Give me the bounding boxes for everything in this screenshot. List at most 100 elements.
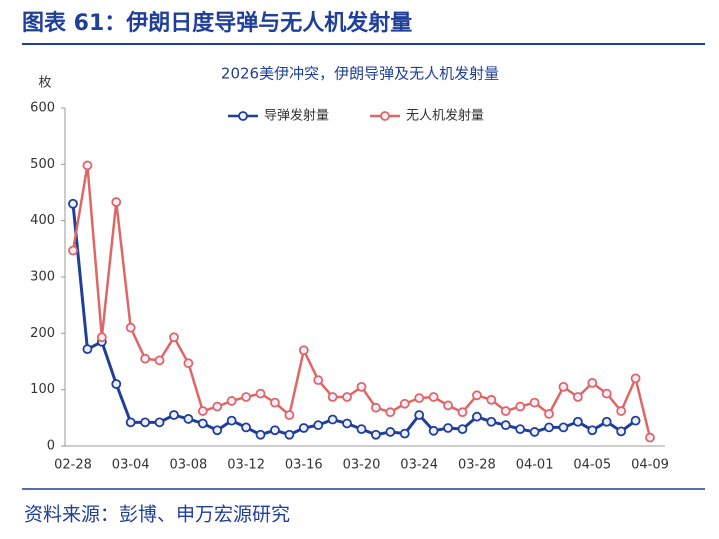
point [399,398,410,409]
point [529,397,540,408]
point [443,423,453,433]
point [371,429,381,440]
point [572,392,583,402]
point [630,373,641,384]
point [327,414,338,425]
legend-label: 导弹发射量 [264,108,329,124]
footer-source: 资料来源：彭博、申万宏源研究 [24,504,290,526]
point [197,418,208,429]
point [356,424,367,435]
point [601,388,612,399]
point [342,392,352,402]
point [327,392,338,402]
point [616,406,627,416]
point [140,417,151,428]
point [111,379,122,389]
point [630,415,641,426]
point [313,420,324,431]
x-tick-label: 03-20 [343,458,381,473]
series-line [71,164,652,438]
x-tick-label: 03-08 [170,458,208,473]
legend-marker [380,111,390,121]
point [284,429,295,440]
y-tick-label: 0 [47,439,55,454]
point [342,418,352,429]
point [82,344,93,355]
point [183,358,194,369]
point [500,420,511,431]
legend-marker [238,111,248,121]
point [356,381,367,392]
point [529,427,540,437]
point [601,416,612,427]
point [197,406,208,416]
point [428,425,439,436]
point [471,411,482,422]
x-tick-label: 04-01 [516,458,554,473]
point [298,423,309,433]
point [169,410,179,420]
x-tick-label: 04-09 [631,458,669,473]
point [616,426,627,437]
y-tick-label: 100 [30,382,55,397]
point [457,407,468,418]
point [515,401,526,412]
point [284,410,295,420]
y-tick-label: 500 [30,157,55,172]
point [486,394,497,405]
point [645,432,655,443]
point [241,392,252,402]
point [587,378,598,388]
point [399,428,410,439]
point [125,417,136,428]
point [544,408,554,419]
x-tick-label: 03-24 [400,458,438,473]
point [255,388,266,399]
point [255,429,266,440]
point [471,390,482,401]
point [371,402,381,413]
point [68,198,78,209]
point [212,401,223,412]
y-axis-label: 枚 [38,76,51,91]
point [428,392,439,402]
y-tick-label: 200 [30,326,55,341]
x-tick-label: 02-28 [54,458,92,473]
point [96,332,107,343]
point [82,160,93,171]
series-line [71,203,637,437]
point [212,425,223,436]
point [385,427,396,437]
x-tick-label: 03-16 [285,458,323,473]
point [558,381,569,392]
point [385,407,396,418]
point [443,400,453,411]
y-tick-label: 600 [30,101,55,116]
point [572,416,583,427]
x-tick-label: 03-28 [458,458,496,473]
point [500,406,511,416]
point [169,332,179,343]
point [183,414,194,424]
point [515,424,526,435]
point [111,197,122,207]
point [457,424,468,435]
header-title: 图表 61：伊朗日度导弹与无人机发射量 [22,10,412,36]
point [154,417,165,428]
point [486,416,497,427]
point [414,410,425,420]
x-tick-label: 03-04 [112,458,150,473]
point [587,425,598,436]
legend-label: 无人机发射量 [406,108,484,124]
point [270,397,280,408]
point [558,422,569,433]
point [241,422,252,433]
point [140,353,151,364]
point [313,375,324,385]
point [298,345,309,356]
y-tick-label: 300 [30,270,55,285]
point [154,355,165,366]
y-tick-label: 400 [30,213,55,228]
